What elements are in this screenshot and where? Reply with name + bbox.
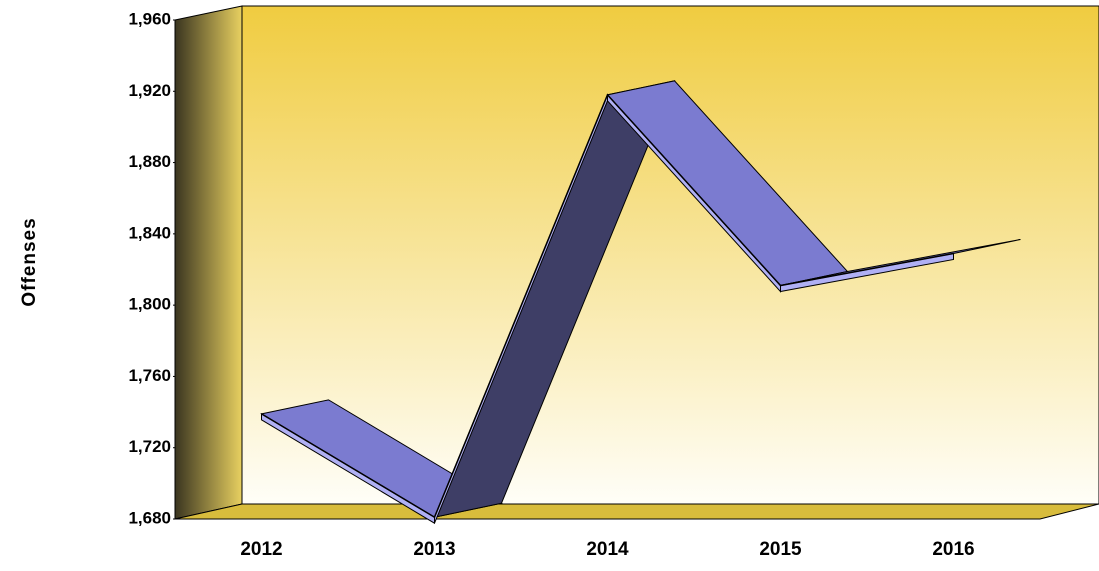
x-tick-label: 2013	[413, 539, 455, 560]
x-tick-label: 2014	[586, 539, 629, 560]
x-tick-label: 2012	[240, 539, 282, 560]
y-axis-title: Offenses	[19, 217, 40, 306]
y-tick-label: 1,840	[128, 223, 171, 242]
y-tick-label: 1,960	[128, 9, 171, 28]
x-tick-label: 2016	[932, 539, 974, 560]
floor	[174, 503, 1099, 520]
line	[261, 93, 954, 519]
side-wall	[174, 5, 243, 520]
y-tick-label: 1,800	[128, 295, 171, 314]
y-tick-label: 1,720	[128, 437, 171, 456]
y-tick-label: 1,760	[128, 366, 171, 385]
x-tick-label: 2015	[759, 539, 802, 560]
y-tick-label: 1,920	[128, 81, 171, 100]
y-tick-label: 1,880	[128, 152, 171, 171]
y-tick-label: 1,680	[128, 508, 171, 527]
